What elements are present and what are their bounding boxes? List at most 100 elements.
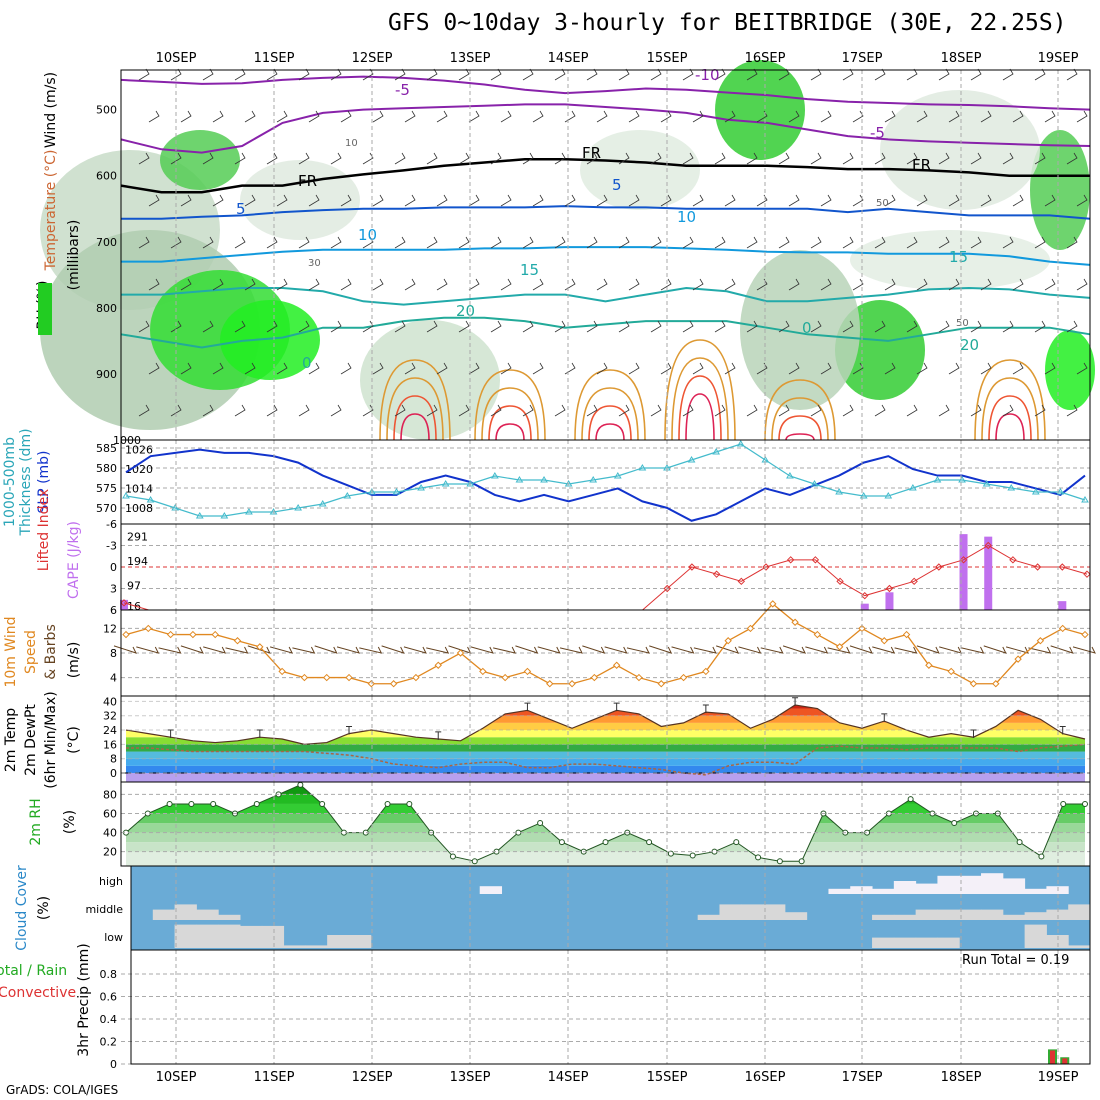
upper-barb bbox=[298, 68, 310, 81]
warm-contour-0-3 bbox=[400, 413, 430, 441]
upper-barb bbox=[852, 110, 864, 123]
upper-barb bbox=[426, 68, 438, 81]
upper-barb bbox=[532, 194, 544, 207]
date-top-18SEP: 18SEP bbox=[941, 51, 982, 66]
thickness-point bbox=[195, 512, 204, 519]
upper-barb bbox=[276, 194, 288, 207]
upper-barb bbox=[810, 236, 822, 249]
wind-speed-point bbox=[144, 624, 153, 633]
date-bottom-14SEP: 14SEP bbox=[548, 1070, 589, 1085]
wind-speed-point bbox=[166, 630, 175, 639]
upper-barb bbox=[458, 320, 470, 333]
cape-bar bbox=[885, 592, 894, 610]
slp-tick-1020: 1020 bbox=[125, 463, 153, 476]
upper-barb bbox=[340, 362, 352, 375]
cloud-low-bar bbox=[348, 935, 372, 948]
wind-barb bbox=[805, 646, 829, 654]
label-upper-unit: (millibars) bbox=[66, 220, 82, 291]
isotherm-line-6 bbox=[120, 316, 1091, 349]
cloud-high-bar bbox=[1002, 878, 1026, 894]
upper-barb bbox=[148, 110, 160, 123]
temp-tick-16: 16 bbox=[103, 738, 117, 751]
temp-minmax-bar bbox=[167, 729, 174, 739]
contour-label-9: 10 bbox=[358, 226, 377, 244]
upper-barb bbox=[788, 110, 800, 123]
upper-barb bbox=[308, 278, 320, 291]
upper-barb bbox=[554, 236, 566, 249]
cloud-low-bar bbox=[196, 924, 219, 948]
li-point bbox=[885, 584, 894, 593]
wind-barb bbox=[782, 645, 807, 654]
thickness-point bbox=[343, 492, 352, 499]
rh-point bbox=[406, 800, 413, 807]
cape-bar bbox=[959, 534, 968, 610]
wind-speed-point bbox=[189, 630, 197, 639]
upper-barb bbox=[1034, 404, 1046, 417]
thickness-point bbox=[392, 488, 401, 495]
upper-barb bbox=[628, 194, 640, 207]
cape-bar bbox=[1058, 601, 1067, 610]
thk-tick-580: 580 bbox=[96, 462, 117, 475]
upper-barb bbox=[234, 236, 246, 249]
wind-barb bbox=[381, 645, 405, 654]
wind-speed-point bbox=[724, 637, 732, 645]
label-wind-c: & Barbs bbox=[43, 624, 59, 680]
upper-barb bbox=[884, 362, 896, 375]
date-top-15SEP: 15SEP bbox=[647, 51, 688, 66]
label-wind-d: (m/s) bbox=[66, 642, 82, 679]
cloud-low-bar bbox=[893, 937, 917, 948]
wind-speed-point bbox=[211, 630, 219, 639]
label-upper-temp: Temperature (°C) bbox=[43, 150, 59, 272]
date-top-12SEP: 12SEP bbox=[352, 51, 393, 66]
wind-barb bbox=[872, 646, 896, 654]
wind-speed-point bbox=[501, 673, 509, 682]
wind-barb bbox=[269, 646, 294, 654]
precip-panel: 0 0.2 0.4 0.6 0.8 bbox=[100, 968, 1090, 1071]
upper-barb bbox=[970, 68, 982, 81]
rh-shade-3 bbox=[220, 300, 320, 380]
temp-band-0 bbox=[126, 773, 1085, 782]
isotherm-line-2 bbox=[120, 157, 1090, 194]
date-top-17SEP: 17SEP bbox=[842, 51, 883, 66]
thickness-point bbox=[736, 440, 745, 447]
upper-barb bbox=[820, 110, 832, 123]
slp-tick-1008: 1008 bbox=[125, 502, 153, 515]
label-thk-c: SLP (mb) bbox=[36, 450, 52, 513]
rh-band-7 bbox=[126, 784, 1085, 795]
temp-minmax-bar bbox=[613, 702, 620, 712]
upper-barb bbox=[906, 320, 918, 333]
temp-tick-40: 40 bbox=[103, 695, 117, 708]
cloud-middle-bar bbox=[1068, 904, 1091, 920]
li-tick--3: -3 bbox=[106, 540, 117, 553]
li-point bbox=[1009, 556, 1017, 564]
upper-barb bbox=[788, 362, 800, 375]
upper-barb bbox=[778, 404, 790, 417]
wind-barb bbox=[693, 646, 717, 654]
upper-barb bbox=[852, 362, 864, 375]
li-point bbox=[688, 563, 696, 571]
li-point bbox=[836, 577, 844, 586]
cape-bar bbox=[120, 599, 128, 610]
label-cape-a: Lifted Index bbox=[36, 489, 52, 571]
wind-barb bbox=[983, 645, 1007, 654]
upper-barb bbox=[682, 320, 694, 333]
thickness-point bbox=[294, 504, 303, 511]
upper-barb bbox=[266, 152, 278, 165]
thickness-point bbox=[1081, 496, 1089, 503]
date-top-14SEP: 14SEP bbox=[548, 51, 589, 66]
warm-contour-1-2 bbox=[488, 405, 532, 441]
cloud-high-bar bbox=[915, 883, 938, 894]
pressure-tick-700: 700 bbox=[96, 236, 117, 249]
upper-barb bbox=[436, 278, 448, 291]
wind-panel: 4 8 12 bbox=[103, 600, 1096, 688]
upper-barb bbox=[1066, 236, 1078, 249]
upper-barb bbox=[500, 110, 512, 123]
thickness-point bbox=[933, 476, 942, 483]
wind-barb bbox=[939, 646, 963, 654]
thickness-point bbox=[687, 456, 696, 463]
temp-band-5 bbox=[126, 737, 1085, 745]
precip-tick-0.6: 0.6 bbox=[100, 991, 118, 1004]
upper-barb bbox=[436, 194, 448, 207]
date-top-10SEP: 10SEP bbox=[156, 51, 197, 66]
